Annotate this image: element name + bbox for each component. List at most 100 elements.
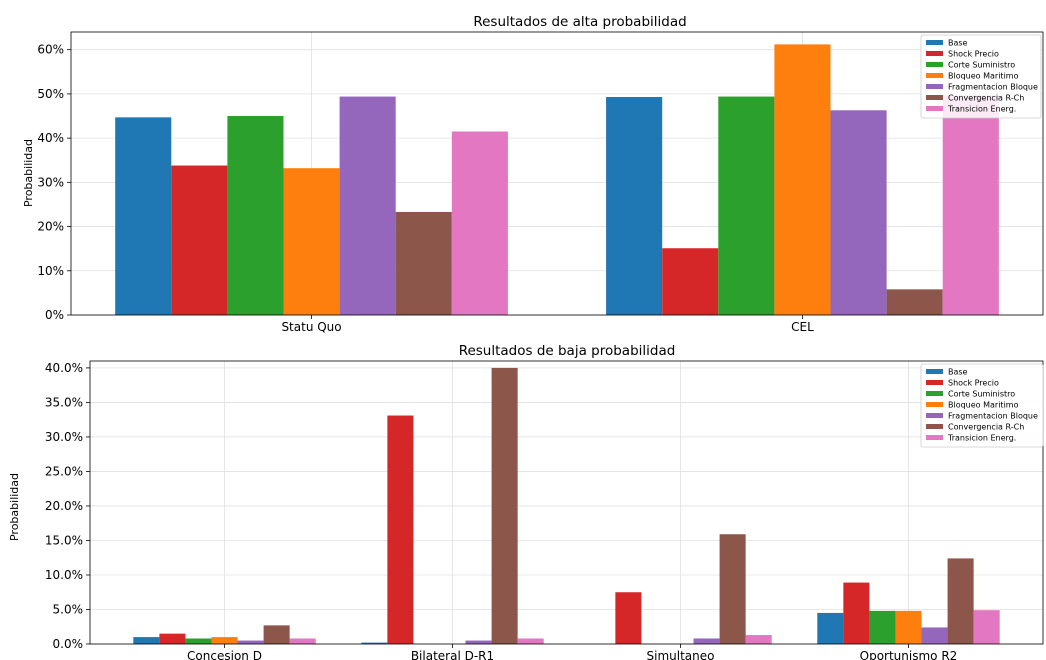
bar-fragmentacion-bloque bbox=[830, 110, 887, 316]
legend-swatch bbox=[926, 424, 943, 429]
plot-frame bbox=[70, 31, 1044, 316]
bar-convergencia-r-ch bbox=[263, 625, 290, 644]
y-tick-label: 50% bbox=[37, 87, 64, 101]
bar-transicion-energ- bbox=[517, 638, 544, 644]
bar-corte-suministro bbox=[718, 96, 775, 315]
bar-fragmentacion-bloque bbox=[237, 640, 264, 644]
y-axis-label: Probabilidad bbox=[22, 139, 35, 207]
bar-shock-precio bbox=[171, 165, 228, 315]
legend-swatch bbox=[926, 106, 943, 111]
legend-label: Base bbox=[948, 368, 968, 377]
bar-convergencia-r-ch bbox=[719, 534, 746, 644]
legend-swatch bbox=[926, 95, 943, 100]
legend: Base Shock Precio Corte Suministro Bloqueo … bbox=[920, 363, 1044, 448]
bar-convergencia-r-ch bbox=[947, 558, 974, 644]
x-tick-label: Bilateral D-R1 bbox=[411, 649, 494, 660]
chart-title: Resultados de baja probabilidad bbox=[459, 343, 676, 359]
legend-swatch bbox=[926, 369, 943, 374]
bar-convergencia-r-ch bbox=[886, 289, 943, 315]
plot-frame bbox=[89, 360, 1044, 645]
chart-title: Resultados de alta probabilidad bbox=[473, 14, 686, 30]
y-tick-label: 10.0% bbox=[45, 568, 83, 582]
bar-convergencia-r-ch bbox=[491, 367, 518, 644]
bar-transicion-energ- bbox=[745, 635, 772, 644]
grid-lines bbox=[90, 361, 1043, 645]
bar-shock-precio bbox=[662, 248, 719, 315]
bar-base bbox=[115, 117, 172, 315]
legend-label: Transicion Energ. bbox=[947, 434, 1016, 443]
legend-label: Corte Suministro bbox=[948, 61, 1015, 70]
legend-label: Shock Precio bbox=[948, 50, 999, 59]
legend-label: Fragmentacion Bloque bbox=[948, 412, 1038, 421]
y-tick-label: 30% bbox=[37, 175, 64, 189]
legend-label: Convergencia R-Ch bbox=[948, 94, 1024, 103]
legend: Base Shock Precio Corte Suministro Bloqueo … bbox=[920, 34, 1042, 119]
legend-swatch bbox=[926, 402, 943, 407]
bar-base bbox=[361, 642, 388, 644]
bar-corte-suministro bbox=[185, 638, 212, 644]
legend-swatch bbox=[926, 73, 943, 78]
bar-base bbox=[133, 637, 160, 644]
legend-label: Transicion Energ. bbox=[947, 105, 1016, 114]
bar-bloqueo-maritimo bbox=[895, 610, 922, 644]
legend-swatch bbox=[926, 413, 943, 418]
bar-bloqueo-maritimo bbox=[283, 168, 340, 315]
bar-transicion-energ- bbox=[973, 610, 1000, 644]
legend-swatch bbox=[926, 51, 943, 56]
y-tick-label: 30.0% bbox=[45, 430, 83, 444]
bar-transicion-energ- bbox=[289, 638, 316, 644]
y-tick-label: 0% bbox=[45, 308, 64, 322]
bar-corte-suministro bbox=[869, 610, 896, 644]
bar-group bbox=[115, 44, 999, 316]
x-tick-label: Statu Quo bbox=[281, 320, 341, 334]
bar-group bbox=[133, 367, 1000, 644]
legend-swatch bbox=[926, 84, 943, 89]
chart-alta-probabilidad: Resultados de alta probabilidad 0% 10% 20%… bbox=[22, 14, 1044, 334]
bar-fragmentacion-bloque bbox=[339, 96, 396, 315]
bar-shock-precio bbox=[615, 592, 642, 644]
legend-label: Bloqueo Maritimo bbox=[948, 72, 1019, 81]
y-axis-ticks: 0% 10% 20% 30% 40% 50% 60% bbox=[37, 43, 71, 322]
y-tick-label: 35.0% bbox=[45, 395, 83, 409]
legend-label: Base bbox=[948, 39, 968, 48]
y-tick-label: 15.0% bbox=[45, 533, 83, 547]
y-tick-label: 25.0% bbox=[45, 464, 83, 478]
legend-frame bbox=[920, 34, 1042, 119]
x-tick-label: Oportunismo R2 bbox=[860, 649, 958, 660]
legend-label: Corte Suministro bbox=[948, 390, 1015, 399]
bar-corte-suministro bbox=[227, 116, 284, 315]
y-tick-label: 40% bbox=[37, 131, 64, 145]
bar-shock-precio bbox=[159, 633, 186, 644]
bar-bloqueo-maritimo bbox=[211, 637, 238, 644]
chart-baja-probabilidad: Resultados de baja probabilidad 0.0% 5.0%… bbox=[8, 343, 1044, 660]
bar-fragmentacion-bloque bbox=[921, 627, 948, 644]
x-axis-ticks: Statu Quo CEL bbox=[281, 315, 814, 334]
legend-label: Bloqueo Maritimo bbox=[948, 401, 1019, 410]
bar-shock-precio bbox=[843, 582, 870, 644]
legend-swatch bbox=[926, 391, 943, 396]
y-tick-label: 60% bbox=[37, 43, 64, 57]
x-tick-label: Simultaneo bbox=[647, 649, 715, 660]
bar-base bbox=[817, 612, 844, 644]
bar-fragmentacion-bloque bbox=[693, 638, 720, 644]
y-axis-ticks: 0.0% 5.0% 10.0% 15.0% 20.0% 25.0% 30.0% 35.0% 40… bbox=[45, 361, 90, 651]
bar-shock-precio bbox=[387, 415, 414, 644]
y-tick-label: 20% bbox=[37, 220, 64, 234]
x-tick-label: CEL bbox=[791, 320, 814, 334]
y-axis-label: Probabilidad bbox=[8, 473, 21, 541]
legend-swatch bbox=[926, 40, 943, 45]
bar-bloqueo-maritimo bbox=[774, 44, 831, 315]
bar-transicion-energ- bbox=[942, 95, 999, 315]
legend-label: Convergencia R-Ch bbox=[948, 423, 1024, 432]
legend-label: Fragmentacion Bloque bbox=[948, 83, 1038, 92]
legend-swatch bbox=[926, 380, 943, 385]
y-tick-label: 40.0% bbox=[45, 361, 83, 375]
bar-fragmentacion-bloque bbox=[465, 640, 492, 644]
legend-swatch bbox=[926, 62, 943, 67]
y-tick-label: 20.0% bbox=[45, 499, 83, 513]
x-axis-ticks: Concesion D Bilateral D-R1 Simultaneo Oport… bbox=[187, 644, 957, 660]
legend-swatch bbox=[926, 435, 943, 440]
y-tick-label: 5.0% bbox=[53, 602, 84, 616]
legend-label: Shock Precio bbox=[948, 379, 999, 388]
